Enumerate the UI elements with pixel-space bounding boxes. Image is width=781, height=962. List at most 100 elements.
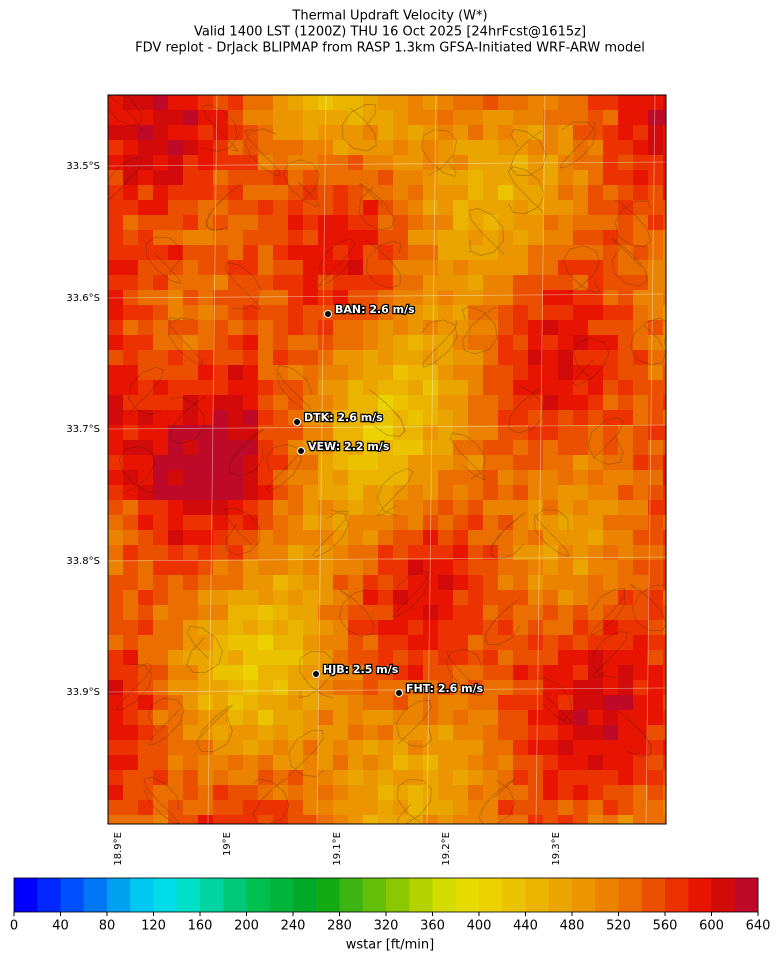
raster-cell xyxy=(378,530,393,545)
raster-cell xyxy=(483,215,498,230)
raster-cell xyxy=(558,800,573,815)
colorbar-cell xyxy=(83,878,108,912)
raster-cell xyxy=(318,500,333,515)
raster-cell xyxy=(213,155,228,170)
raster-cell xyxy=(333,125,348,140)
raster-cell xyxy=(363,560,378,575)
raster-cell xyxy=(588,395,603,410)
raster-cell xyxy=(543,635,558,650)
raster-cell xyxy=(183,470,198,485)
raster-cell xyxy=(108,275,123,290)
raster-cell xyxy=(168,410,183,425)
raster-cell xyxy=(558,740,573,755)
raster-cell xyxy=(168,455,183,470)
raster-cell xyxy=(393,620,408,635)
raster-cell xyxy=(303,605,318,620)
raster-cell xyxy=(498,635,513,650)
raster-cell xyxy=(228,530,243,545)
raster-cell xyxy=(558,620,573,635)
raster-cell xyxy=(258,455,273,470)
raster-cell xyxy=(243,740,258,755)
raster-cell xyxy=(228,650,243,665)
raster-cell xyxy=(528,470,543,485)
raster-cell xyxy=(318,770,333,785)
raster-cell xyxy=(123,455,138,470)
raster-cell xyxy=(123,530,138,545)
raster-cell xyxy=(423,365,438,380)
raster-cell xyxy=(423,95,438,110)
raster-cell xyxy=(483,695,498,710)
raster-cell xyxy=(168,755,183,770)
raster-cell xyxy=(288,185,303,200)
contour xyxy=(339,588,375,637)
raster-cell xyxy=(528,200,543,215)
raster-cell xyxy=(633,200,648,215)
raster-cell xyxy=(348,350,363,365)
raster-cell xyxy=(318,275,333,290)
raster-cell xyxy=(603,110,618,125)
raster-cell xyxy=(273,650,288,665)
lon-label: 19.2°E xyxy=(441,832,452,866)
raster-cell xyxy=(453,710,468,725)
raster-cell xyxy=(168,575,183,590)
colorbar-cell xyxy=(339,878,364,912)
raster-cell xyxy=(483,485,498,500)
raster-cell xyxy=(648,815,663,824)
raster-cell xyxy=(393,575,408,590)
raster-cell xyxy=(573,215,588,230)
raster-cell xyxy=(603,365,618,380)
raster-cell xyxy=(543,545,558,560)
contour xyxy=(629,584,667,632)
raster-cell xyxy=(648,230,663,245)
raster-cell xyxy=(138,395,153,410)
raster-cell xyxy=(288,455,303,470)
raster-cell xyxy=(288,800,303,815)
raster-cell xyxy=(333,245,348,260)
raster-cell xyxy=(543,185,558,200)
raster-cell xyxy=(558,500,573,515)
raster-cell xyxy=(633,320,648,335)
raster-cell xyxy=(183,605,198,620)
raster-cell xyxy=(498,275,513,290)
raster-cell xyxy=(453,185,468,200)
raster-cell xyxy=(633,545,648,560)
raster-cell xyxy=(423,185,438,200)
raster-cell xyxy=(528,635,543,650)
raster-cell xyxy=(543,455,558,470)
raster-cell xyxy=(228,590,243,605)
raster-cell xyxy=(108,455,123,470)
colorbar-cell xyxy=(409,878,433,912)
raster-cell xyxy=(603,125,618,140)
raster-cell xyxy=(438,770,453,785)
raster-cell xyxy=(363,260,378,275)
raster-cell xyxy=(348,425,363,440)
raster-cell xyxy=(183,500,198,515)
raster-cell xyxy=(243,440,258,455)
raster-cell xyxy=(483,500,498,515)
raster-cell xyxy=(123,800,138,815)
raster-cell xyxy=(663,545,666,560)
raster-cell xyxy=(558,695,573,710)
raster-cell xyxy=(513,320,528,335)
raster-cell xyxy=(318,95,333,110)
raster-cell xyxy=(603,740,618,755)
raster-cell xyxy=(408,200,423,215)
raster-cell xyxy=(378,155,393,170)
raster-cell xyxy=(588,530,603,545)
raster-cell xyxy=(513,650,528,665)
raster-cell xyxy=(363,380,378,395)
raster-cell xyxy=(288,575,303,590)
raster-cell xyxy=(618,170,633,185)
raster-cell xyxy=(138,140,153,155)
raster-cell xyxy=(648,395,663,410)
raster-cell xyxy=(603,545,618,560)
raster-cell xyxy=(393,365,408,380)
raster-cell xyxy=(303,545,318,560)
raster-cell xyxy=(408,260,423,275)
raster-cell xyxy=(168,95,183,110)
raster-cell xyxy=(438,620,453,635)
raster-cell xyxy=(318,785,333,800)
raster-cell xyxy=(423,500,438,515)
raster-cell xyxy=(558,110,573,125)
raster-cell xyxy=(348,215,363,230)
